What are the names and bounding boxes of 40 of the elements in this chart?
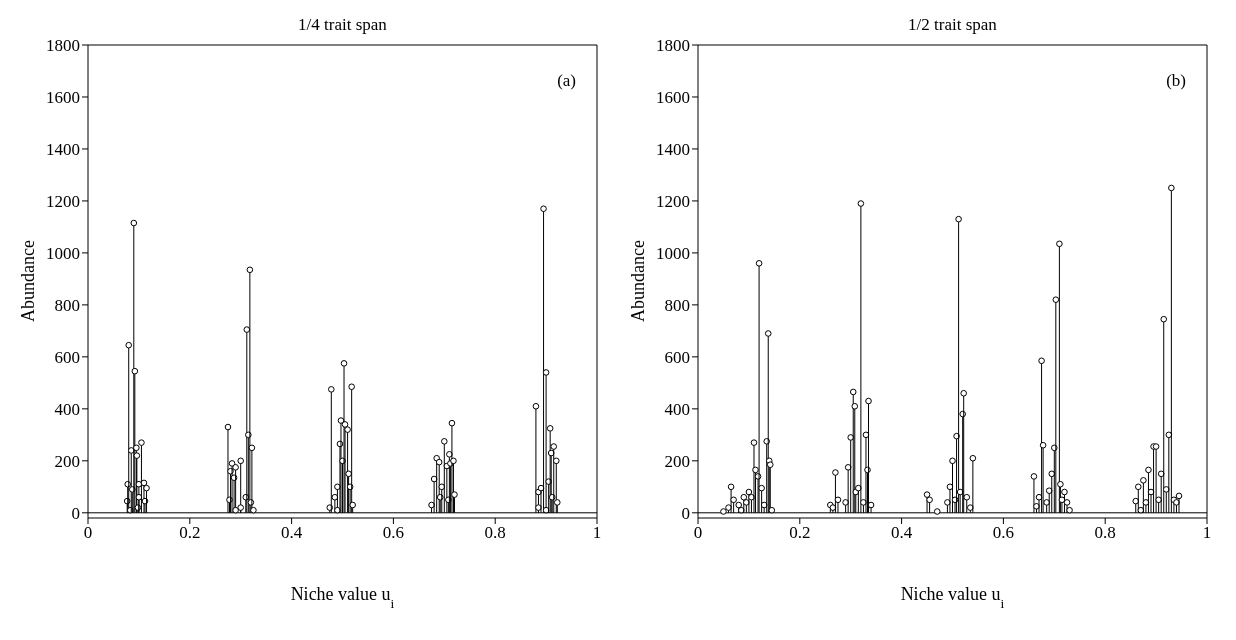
y-tick-label: 1000 bbox=[46, 243, 80, 263]
x-tick-label: 0.6 bbox=[992, 523, 1015, 543]
y-tick-label: 1400 bbox=[656, 139, 690, 159]
x-tick-label: 0.2 bbox=[179, 523, 201, 543]
x-tick-label: 0 bbox=[83, 523, 93, 543]
y-tick-label: 600 bbox=[54, 347, 80, 367]
y-axis-title: Abundance bbox=[628, 240, 648, 322]
x-tick-label: 0.4 bbox=[280, 523, 303, 543]
chart-title: 1/4 trait span bbox=[298, 15, 388, 34]
y-tick-label: 600 bbox=[664, 347, 690, 367]
y-tick-label: 1200 bbox=[656, 191, 690, 211]
chart-title: 1/2 trait span bbox=[908, 15, 998, 34]
y-tick-label: 800 bbox=[54, 295, 80, 315]
y-tick-label: 400 bbox=[664, 399, 690, 419]
y-tick-label: 1000 bbox=[656, 243, 690, 263]
x-tick-label: 1 bbox=[1202, 523, 1212, 543]
x-axis-title: Niche value u$_{i}$ bbox=[290, 584, 395, 611]
y-tick-label: 0 bbox=[681, 503, 690, 523]
y-tick-label: 1600 bbox=[46, 88, 80, 108]
annotation: (a) bbox=[557, 71, 576, 90]
x-tick-label: 0.8 bbox=[1094, 523, 1116, 543]
x-tick-label: 1 bbox=[592, 523, 602, 543]
x-tick-label: 0.4 bbox=[890, 523, 913, 543]
y-tick-label: 400 bbox=[54, 399, 80, 419]
x-tick-label: 0.2 bbox=[789, 523, 811, 543]
x-axis-title: Niche value u$_{i}$ bbox=[900, 584, 1005, 611]
y-tick-label: 1800 bbox=[46, 36, 80, 56]
y-tick-label: 1400 bbox=[46, 139, 80, 159]
y-tick-label: 800 bbox=[664, 295, 690, 315]
annotation: (b) bbox=[1166, 71, 1186, 90]
x-tick-label: 0.8 bbox=[484, 523, 506, 543]
y-tick-label: 200 bbox=[664, 451, 690, 471]
y-tick-label: 1600 bbox=[656, 88, 690, 108]
y-tick-label: 1200 bbox=[46, 191, 80, 211]
y-tick-label: 0 bbox=[71, 503, 80, 523]
y-tick-label: 1800 bbox=[656, 36, 690, 56]
y-axis-title: Abundance bbox=[18, 240, 38, 322]
y-tick-label: 200 bbox=[54, 451, 80, 471]
x-tick-label: 0.6 bbox=[382, 523, 405, 543]
x-tick-label: 0 bbox=[693, 523, 703, 543]
